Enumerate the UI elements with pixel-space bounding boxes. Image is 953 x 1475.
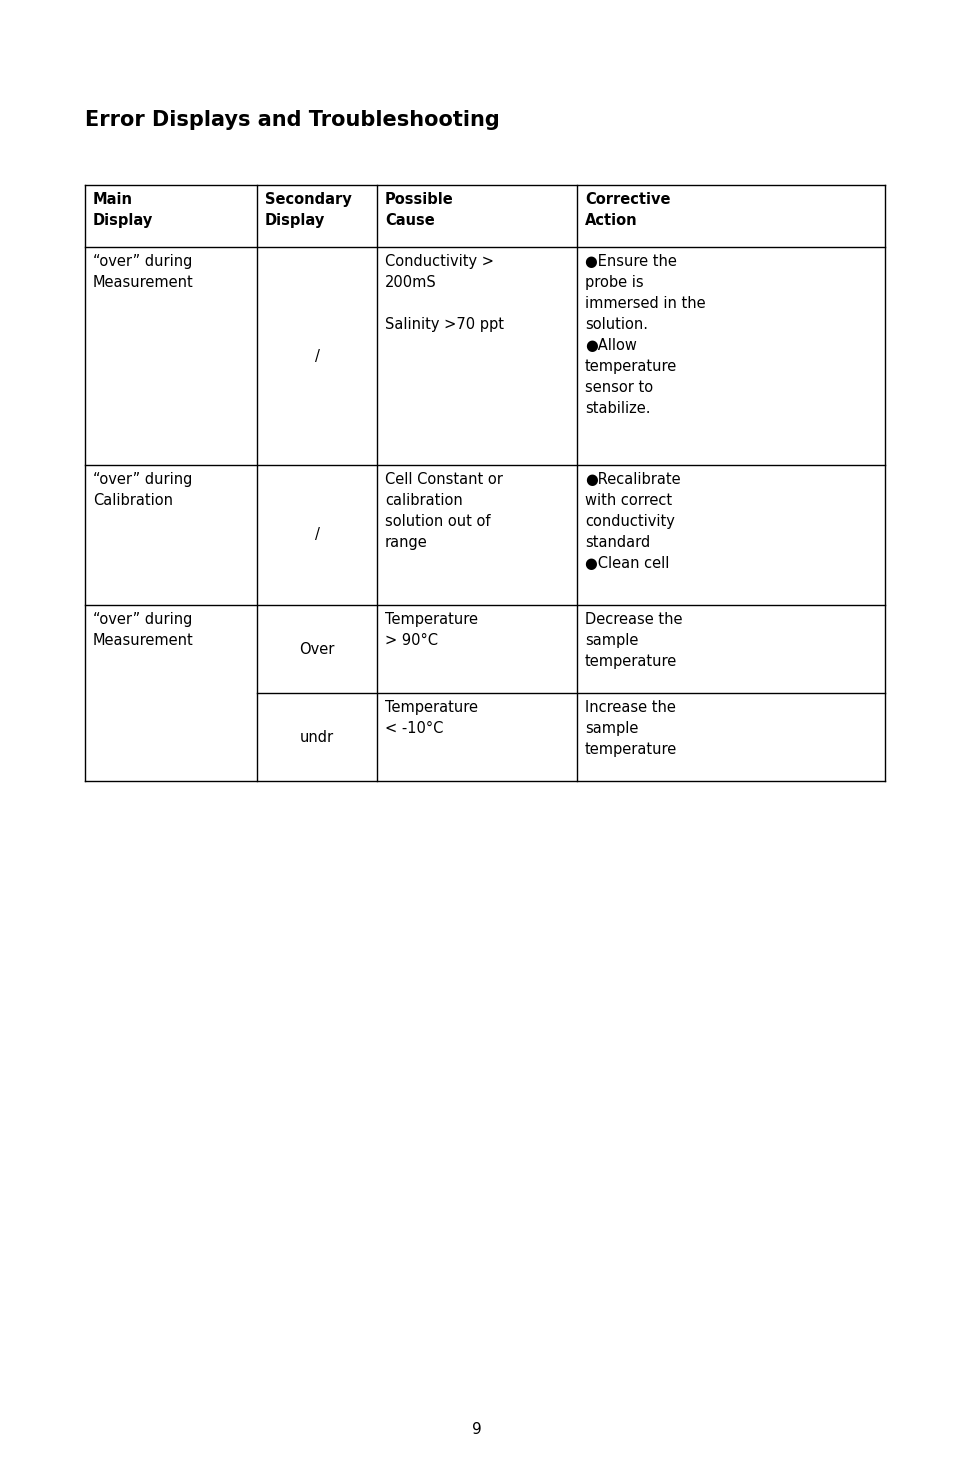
Text: Temperature
< -10°C: Temperature < -10°C [385, 701, 477, 736]
Text: ●Ensure the
probe is
immersed in the
solution.
●Allow
temperature
sensor to
stab: ●Ensure the probe is immersed in the sol… [584, 254, 705, 416]
Text: Conductivity >
200mS

Salinity >70 ppt: Conductivity > 200mS Salinity >70 ppt [385, 254, 503, 332]
Text: ●Recalibrate
with correct
conductivity
standard
●Clean cell: ●Recalibrate with correct conductivity s… [584, 472, 679, 571]
Text: /: / [314, 348, 319, 363]
Text: Possible
Cause: Possible Cause [385, 192, 454, 229]
Text: Decrease the
sample
temperature: Decrease the sample temperature [584, 612, 681, 670]
Text: “over” during
Calibration: “over” during Calibration [92, 472, 193, 507]
Text: Main
Display: Main Display [92, 192, 153, 229]
Text: Temperature
> 90°C: Temperature > 90°C [385, 612, 477, 648]
Text: Over: Over [299, 642, 335, 656]
Text: Cell Constant or
calibration
solution out of
range: Cell Constant or calibration solution ou… [385, 472, 502, 550]
Text: Secondary
Display: Secondary Display [265, 192, 352, 229]
Text: “over” during
Measurement: “over” during Measurement [92, 612, 193, 648]
Text: 9: 9 [472, 1422, 481, 1438]
Text: “over” during
Measurement: “over” during Measurement [92, 254, 193, 291]
Text: /: / [314, 528, 319, 543]
Text: undr: undr [299, 730, 334, 745]
Text: Increase the
sample
temperature: Increase the sample temperature [584, 701, 677, 757]
Text: Error Displays and Troubleshooting: Error Displays and Troubleshooting [85, 111, 499, 130]
Text: Corrective
Action: Corrective Action [584, 192, 670, 229]
